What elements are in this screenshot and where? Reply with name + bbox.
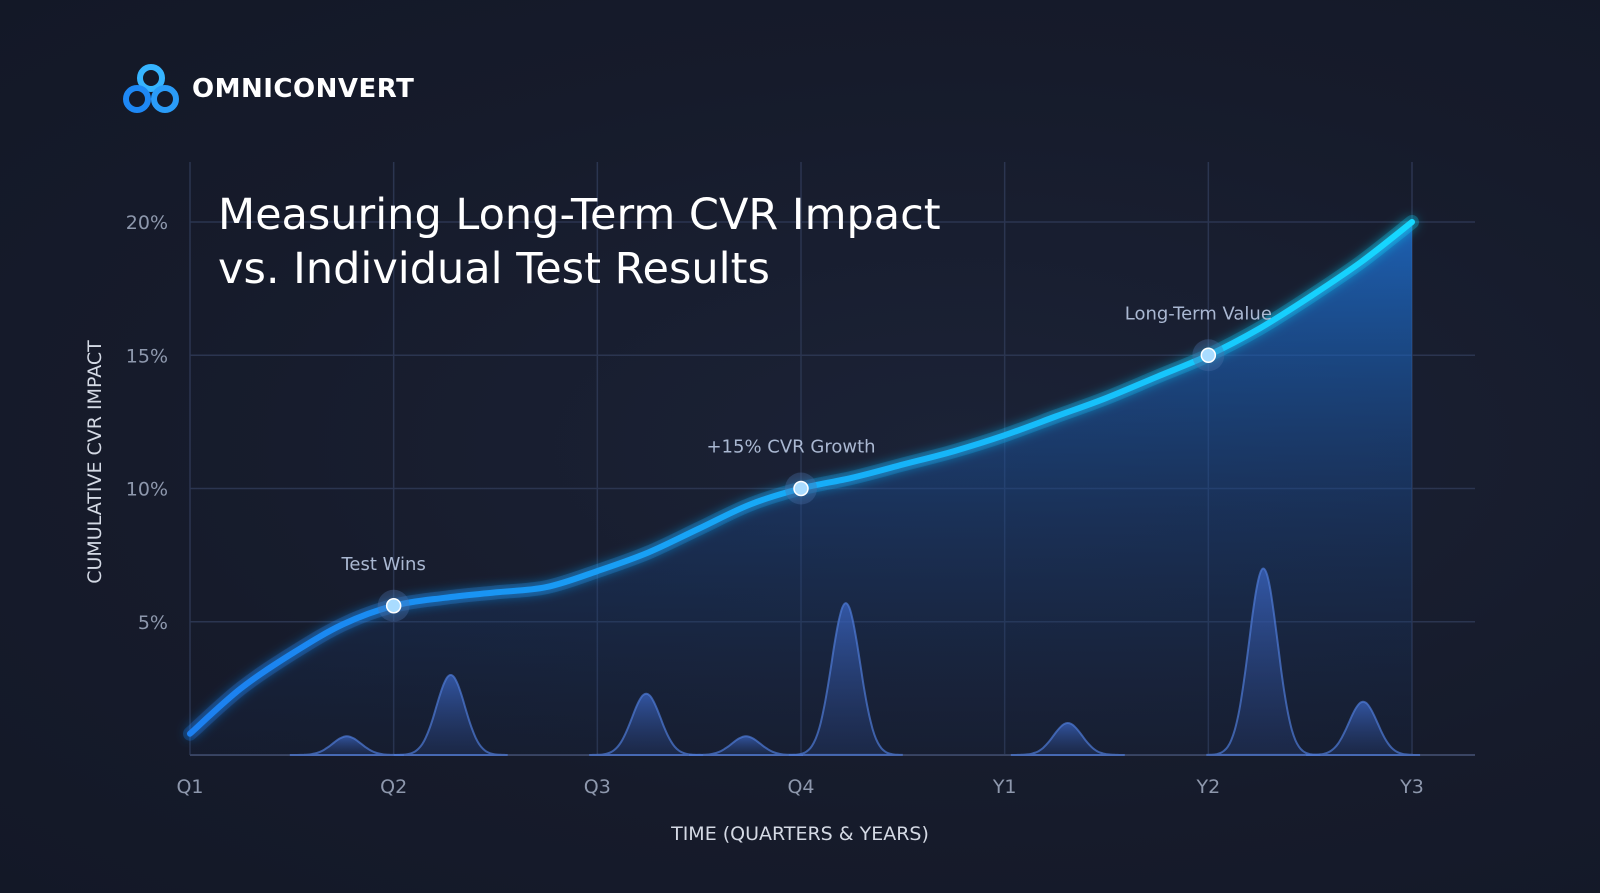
brand-name: OMNICONVERT — [192, 74, 415, 104]
annotation-label-2: +15% CVR Growth — [706, 437, 875, 458]
test-peak-8 — [1306, 700, 1421, 756]
test-result-peaks — [289, 567, 1421, 756]
test-peak-3 — [589, 692, 704, 756]
three-circles-logo-icon — [123, 64, 179, 113]
x-tick-label-y1: Y1 — [992, 776, 1017, 798]
test-peak-2 — [393, 673, 508, 756]
x-tick-label-y3: Y3 — [1399, 776, 1424, 798]
x-tick-label-q4: Q4 — [787, 776, 814, 798]
test-peak-4 — [689, 735, 803, 756]
annotation-marker-3 — [1200, 347, 1217, 363]
test-peak-6 — [1010, 721, 1125, 756]
x-axis-title: TIME (QUARTERS & YEARS) — [670, 823, 929, 845]
y-axis-title: CUMULATIVE CVR IMPACT — [84, 340, 106, 584]
brand: OMNICONVERT — [122, 62, 414, 116]
test-peak-1 — [289, 735, 404, 756]
chart-title: Measuring Long-Term CVR Impact vs. Indiv… — [218, 190, 941, 294]
axis-tick-labels: Q1 Q2 Q3 Q4 Y1 Y2 Y3 5% 10% 15% 20% — [126, 212, 1424, 798]
chart-annotations: Test Wins +15% CVR Growth Long-Term Value — [340, 303, 1272, 622]
y-tick-label-20: 20% — [126, 212, 168, 234]
annotation-label-1: Test Wins — [340, 554, 425, 575]
y-tick-label-10: 10% — [126, 479, 168, 501]
annotation-label-3: Long-Term Value — [1125, 303, 1272, 324]
y-tick-label-5: 5% — [138, 612, 168, 634]
test-peak-5 — [788, 602, 903, 756]
test-peak-7 — [1206, 567, 1321, 756]
annotation-marker-2 — [793, 480, 809, 497]
x-tick-label-q3: Q3 — [584, 776, 611, 798]
annotation-marker-1 — [385, 598, 402, 614]
x-tick-label-q2: Q2 — [380, 776, 407, 798]
y-tick-label-15: 15% — [126, 345, 168, 367]
x-tick-label-y2: Y2 — [1195, 776, 1220, 798]
x-tick-label-q1: Q1 — [176, 776, 203, 798]
